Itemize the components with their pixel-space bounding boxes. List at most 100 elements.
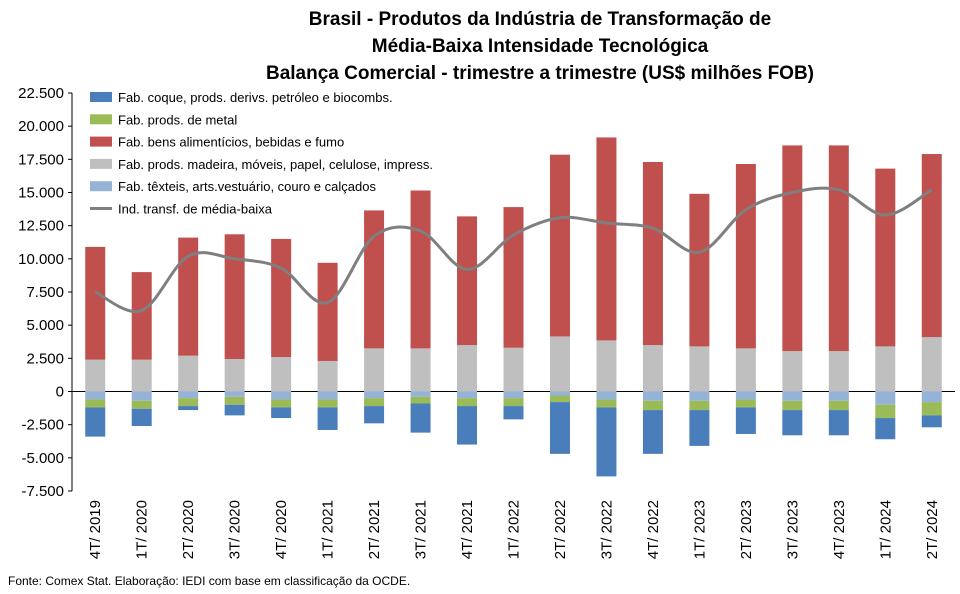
y-tick-label: 10.000 [18,251,64,268]
bar-segment [689,410,710,446]
bar-segment [457,345,478,392]
legend-swatch [90,158,112,169]
x-tick-label: 2T/ 2020 [180,500,197,559]
legend-label: Fab. prods. de metal [118,112,237,127]
bar-segment [782,400,803,411]
bar-segment [271,238,292,358]
bar-segment [85,407,106,437]
source-note: Fonte: Comex Stat. Elaboração: IEDI com … [8,574,411,588]
bar-segment [782,410,803,436]
x-tick-label: 4T/ 2019 [87,500,104,559]
x-tick-label: 4T/ 2022 [645,500,662,559]
bar-segment [549,402,570,454]
bar-segment [317,360,338,392]
bar-segment [921,402,942,416]
bar-segment [224,404,245,416]
x-tick-label: 1T/ 2024 [877,500,894,559]
line-series [94,186,933,314]
bar-segment [875,346,896,392]
x-tick-label: 3T/ 2020 [227,500,244,559]
bar-segment [271,407,292,419]
bar-segment [317,262,338,361]
bar-segment [875,168,896,347]
x-tick-label: 3T/ 2021 [413,500,430,559]
bar-segment [178,391,199,399]
bar-segment [875,418,896,440]
y-tick-label: -5.000 [21,450,64,467]
legend-label: Fab. bens alimentícios, bebidas e fumo [118,135,344,150]
bar-segment [596,137,617,341]
bar-segment [642,345,663,392]
x-tick-label: 4T/ 2023 [831,500,848,559]
y-tick-label: -2.500 [21,417,64,434]
x-tick-label: 4T/ 2021 [459,500,476,559]
y-tick-label: 12.500 [18,218,64,235]
bar-segment [735,407,756,434]
legend-swatch [90,136,112,147]
x-tick-label: 1T/ 2023 [691,500,708,559]
bar-segment [642,400,663,411]
bar-segment [875,391,896,405]
bar-segment [410,348,431,392]
bar-segment [921,415,942,428]
bar-segment [921,391,942,403]
x-tick-label: 3T/ 2023 [784,500,801,559]
bar-segment [131,359,152,392]
legend-swatch [90,114,112,125]
bar-segment [735,399,756,408]
bar-segment [364,391,385,399]
bar-segment [224,396,245,405]
y-tick-label: 22.500 [18,85,64,102]
bar-segment [735,348,756,392]
bar-segment [782,351,803,392]
y-tick-label: -7.500 [21,483,64,500]
bar-segment [457,216,478,346]
bar-segment [689,391,710,401]
x-tick-label: 2T/ 2022 [552,500,569,559]
bar-segment [364,348,385,392]
bar-segment [642,391,663,401]
bar-segment [131,400,152,409]
bar-segment [828,410,849,436]
bar-segment [549,391,570,396]
bar-segment [596,399,617,408]
x-tick-label: 1T/ 2020 [134,500,151,559]
y-tick-label: 5.000 [26,317,64,334]
bar-segment [828,400,849,411]
bar-segment [85,399,106,408]
legend-label: Fab. prods. madeira, móveis, papel, celu… [118,157,433,172]
title-line-3: Balança Comercial - trimestre a trimestr… [265,63,815,84]
bar-segment [271,391,292,400]
bar-segment [503,406,524,420]
bar-segment [178,406,199,411]
x-tick-label: 1T/ 2021 [320,500,337,559]
bar-segment [410,396,431,404]
x-tick-label: 2T/ 2023 [738,500,755,559]
x-tick-label: 2T/ 2024 [924,500,941,559]
y-tick-label: 2.500 [26,350,64,367]
y-tick-label: 0 [56,384,64,401]
bar-segment [642,410,663,454]
bar-segment [828,351,849,392]
title-line-2: Média-Baixa Intensidade Tecnológica [371,36,709,57]
bar-segment [689,400,710,411]
bar-segment [364,406,385,424]
bar-segment [596,407,617,477]
bar-segment [131,408,152,426]
bar-segment [735,391,756,400]
bar-segment [271,357,292,392]
bar-segment [317,399,338,408]
bar-segment [410,190,431,349]
y-tick-label: 7.500 [26,284,64,301]
bar-segment [457,391,478,399]
x-tick-label: 3T/ 2022 [598,500,615,559]
bar-segment [317,407,338,430]
bar-segment [224,391,245,397]
bar-segment [224,358,245,392]
bar-segment [131,391,152,401]
bar-segment [224,234,245,359]
bar-segment [503,347,524,392]
bar-segment [131,272,152,360]
bar-segment [503,207,524,348]
bar-segment [271,399,292,408]
